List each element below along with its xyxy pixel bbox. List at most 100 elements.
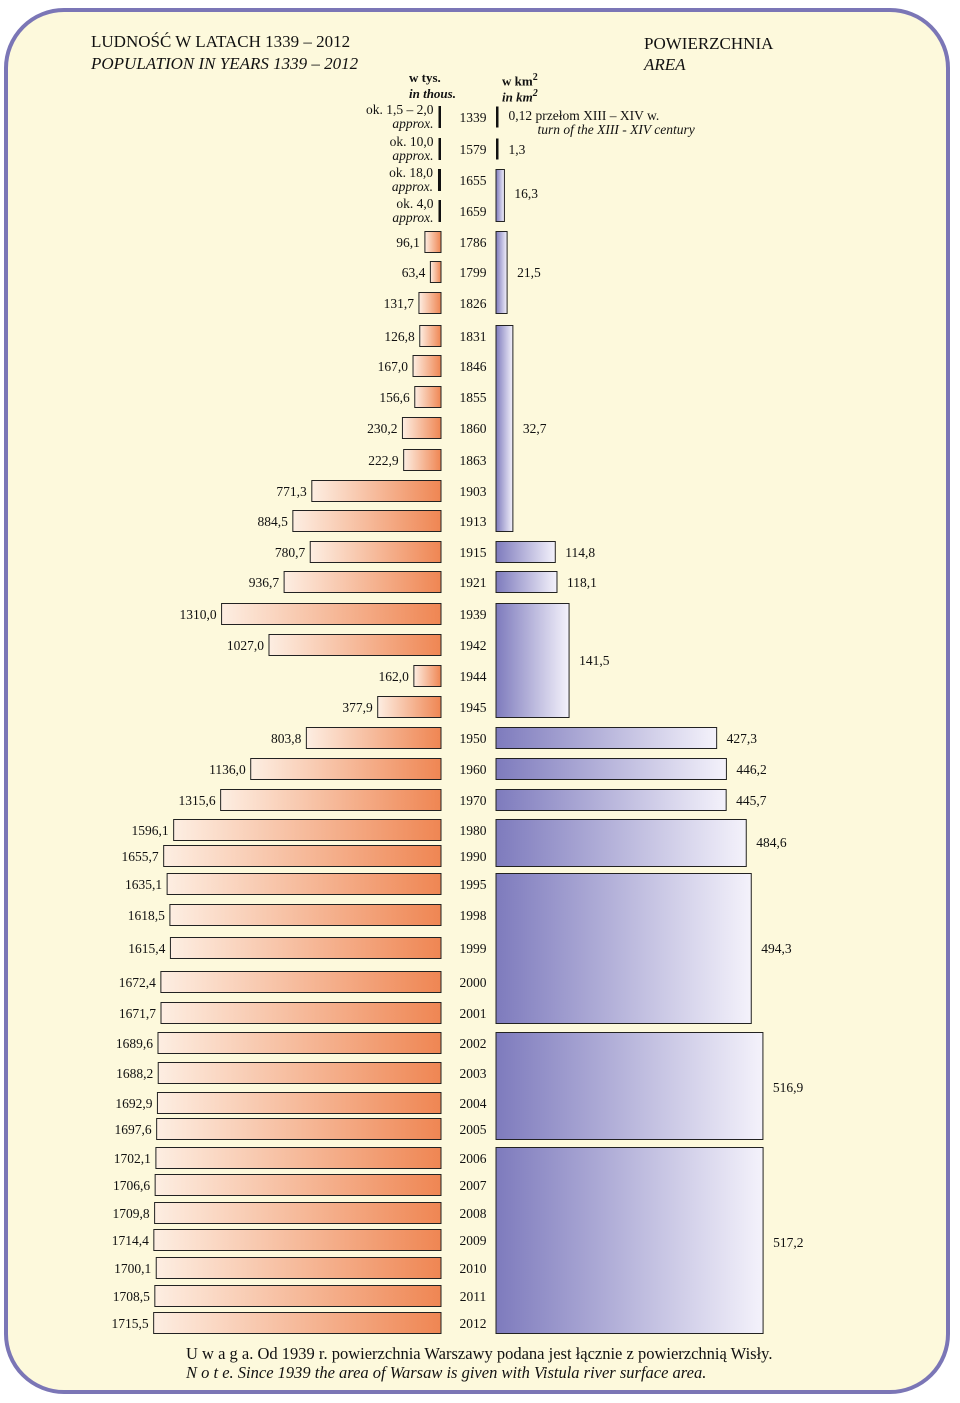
area-value-label: 494,3: [761, 941, 792, 956]
population-value-label: 131,7: [384, 296, 415, 311]
area-bar: [495, 603, 570, 718]
population-bar: [221, 603, 442, 625]
population-bar: [419, 325, 442, 347]
area-bar: [495, 789, 727, 811]
population-bar: [413, 665, 442, 687]
year-label: 1659: [460, 204, 487, 219]
population-value-label: ok. 10,0: [390, 134, 434, 149]
area-value-label: 114,8: [565, 545, 595, 560]
population-bar: [154, 1202, 442, 1224]
area-value-label: 1,3: [509, 142, 526, 157]
population-bar: [412, 355, 442, 377]
year-label: 2007: [460, 1178, 487, 1193]
population-bar: [220, 789, 442, 811]
area-title-pl: POWIERZCHNIA: [644, 34, 774, 53]
population-title-en: POPULATION IN YEARS 1339 – 2012: [91, 54, 359, 73]
area-unit-superscript: 2: [532, 72, 538, 83]
area-bar: [495, 541, 556, 563]
year-label: 1944: [460, 669, 487, 684]
year-label: 1855: [460, 390, 487, 405]
population-bar: [429, 261, 442, 283]
population-value-label: 1688,2: [116, 1066, 153, 1081]
population-bar: [292, 510, 442, 532]
population-value-label: 884,5: [257, 514, 288, 529]
population-bar: [403, 449, 442, 471]
population-unit-en: in thous.: [409, 86, 456, 101]
population-bar: [153, 1312, 442, 1334]
population-value-label: 1697,6: [115, 1122, 152, 1137]
area-bar: [495, 1032, 764, 1140]
population-value-label: 1618,5: [128, 908, 165, 923]
area-value-label: 516,9: [773, 1080, 804, 1095]
year-label: 1826: [460, 296, 487, 311]
population-value-label: 1709,8: [112, 1206, 149, 1221]
population-bar: [157, 1032, 442, 1054]
area-value-label: 21,5: [517, 265, 541, 280]
year-label: 1990: [460, 849, 487, 864]
population-bar: [156, 1118, 442, 1140]
year-label: 1921: [460, 575, 487, 590]
population-value-label: 1027,0: [227, 638, 264, 653]
population-bar: [156, 1092, 442, 1114]
area-bar: [496, 106, 499, 128]
population-value-label: 1596,1: [132, 823, 169, 838]
population-value-label: 377,9: [342, 700, 373, 715]
population-bar: [155, 1147, 442, 1169]
year-label: 1831: [460, 329, 487, 344]
note-en: N o t e. Since 1939 the area of Warsaw i…: [186, 1363, 707, 1382]
population-bar: [268, 634, 442, 656]
population-value-label: 1672,4: [119, 975, 156, 990]
population-value-label: ok. 1,5 – 2,0: [366, 102, 434, 117]
year-label: 1995: [460, 877, 487, 892]
area-bar: [495, 325, 514, 532]
population-approx-label: approx.: [392, 116, 433, 131]
population-bar: [173, 819, 442, 841]
population-value-label: 1136,0: [209, 762, 246, 777]
population-bar: [157, 1062, 442, 1084]
population-value-label: 1714,4: [112, 1233, 149, 1248]
year-label: 1913: [460, 514, 487, 529]
year-label: 1655: [460, 173, 487, 188]
population-value-label: 1706,6: [113, 1178, 150, 1193]
population-value-label: 1715,5: [112, 1316, 149, 1331]
population-value-label: 1700,1: [114, 1261, 151, 1276]
area-bar: [495, 727, 718, 749]
area-unit-superscript: 2: [532, 88, 538, 99]
population-value-label: 63,4: [402, 265, 426, 280]
area-value-label: 484,6: [756, 835, 787, 850]
population-value-label: 1671,7: [119, 1006, 156, 1021]
population-bar: [305, 727, 442, 749]
population-bar: [153, 1229, 442, 1251]
year-label: 1960: [460, 762, 487, 777]
population-bar: [309, 541, 442, 563]
year-label: 2009: [460, 1233, 487, 1248]
area-value-label: 517,2: [773, 1235, 803, 1250]
population-bar: [250, 758, 442, 780]
year-label: 1998: [460, 908, 487, 923]
year-label: 2003: [460, 1066, 487, 1081]
area-value-label: 445,7: [736, 793, 767, 808]
area-value-label: 427,3: [727, 731, 758, 746]
area-bar: [495, 873, 752, 1024]
population-bar: [418, 292, 442, 314]
population-approx-label: approx.: [392, 148, 433, 163]
year-label: 1945: [460, 700, 487, 715]
population-bar: [424, 231, 442, 253]
population-bar: [283, 571, 442, 593]
population-bar: [155, 1257, 442, 1279]
year-label: 2010: [460, 1261, 487, 1276]
area-annotation: turn of the XIII - XIV century: [538, 122, 695, 137]
population-bar: [438, 106, 441, 128]
year-label: 1860: [460, 421, 487, 436]
year-label: 1799: [460, 265, 487, 280]
population-bar: [414, 386, 442, 408]
population-value-label: 1635,1: [125, 877, 162, 892]
population-value-label: ok. 18,0: [389, 165, 433, 180]
year-label: 1999: [460, 941, 487, 956]
year-label: 1950: [460, 731, 487, 746]
year-label: 1846: [460, 359, 487, 374]
area-bar: [495, 758, 727, 780]
population-value-label: 230,2: [367, 421, 397, 436]
population-value-label: 1615,4: [128, 941, 165, 956]
